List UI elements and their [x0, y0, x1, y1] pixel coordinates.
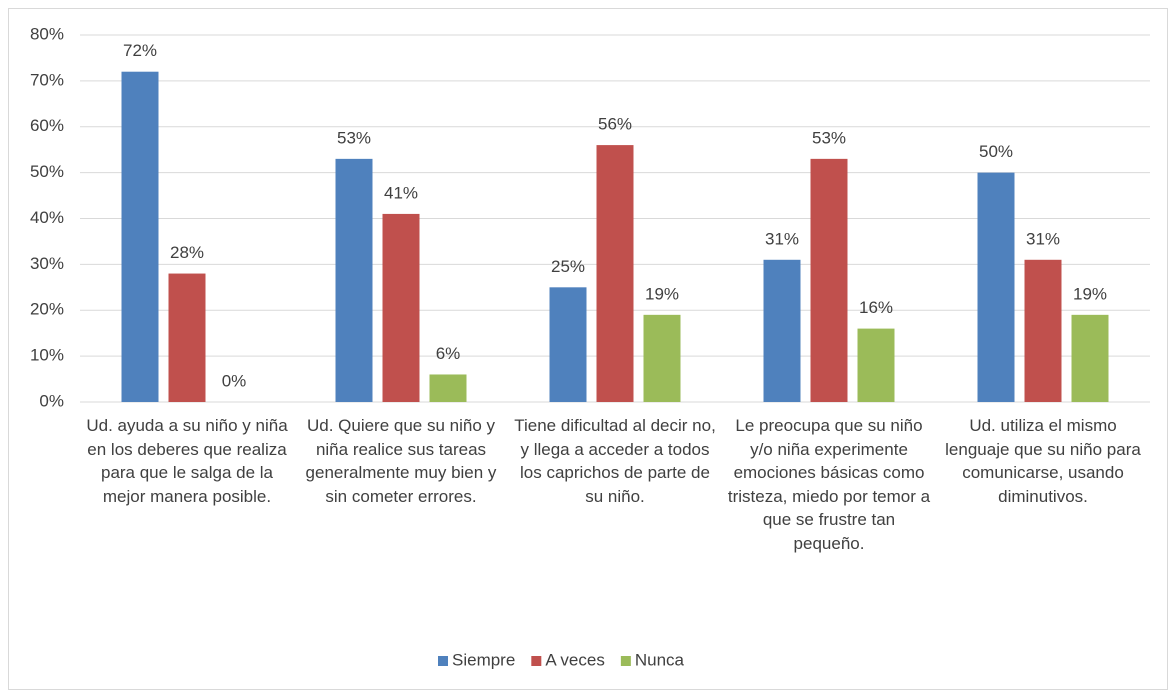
bar — [1071, 314, 1109, 402]
bar — [763, 259, 801, 402]
bar — [977, 172, 1015, 402]
bar — [1024, 259, 1062, 402]
bar — [549, 287, 587, 402]
bar — [643, 314, 681, 402]
value-label: 50% — [979, 142, 1013, 161]
y-tick-label: 50% — [30, 162, 64, 181]
y-tick-label: 20% — [30, 300, 64, 319]
value-label: 56% — [598, 115, 632, 134]
value-label: 16% — [859, 298, 893, 317]
x-tick-label: Ud. utiliza el mismo lenguaje que su niñ… — [945, 416, 1141, 506]
bar — [168, 273, 206, 402]
y-tick-label: 40% — [30, 208, 64, 227]
value-label: 19% — [1073, 284, 1107, 303]
bar — [857, 328, 895, 402]
value-label: 53% — [812, 128, 846, 147]
bar — [335, 158, 373, 402]
value-label: 31% — [765, 229, 799, 248]
y-tick-label: 10% — [30, 346, 64, 365]
y-tick-label: 80% — [30, 24, 64, 43]
bar — [382, 213, 420, 402]
value-label: 41% — [384, 183, 418, 202]
y-tick-label: 0% — [39, 391, 64, 410]
value-label: 6% — [436, 344, 461, 363]
y-tick-label: 70% — [30, 70, 64, 89]
y-tick-label: 30% — [30, 254, 64, 273]
bar — [121, 71, 159, 402]
x-tick-label: Tiene dificultad al decir no, y llega a … — [514, 416, 716, 506]
value-label: 72% — [123, 41, 157, 60]
x-tick-label: Ud. Quiere que su niño y niña realice su… — [305, 416, 497, 506]
y-tick-label: 60% — [30, 116, 64, 135]
legend-swatch — [531, 656, 542, 666]
value-label: 0% — [222, 371, 247, 390]
legend-swatch — [620, 656, 631, 666]
legend-label: Siempre — [452, 650, 515, 669]
x-tick-label: Le preocupa que su niño y/o niña experim… — [727, 416, 931, 553]
value-label: 25% — [551, 257, 585, 276]
legend-label: A veces — [545, 650, 605, 669]
bar — [596, 145, 634, 402]
value-label: 53% — [337, 128, 371, 147]
bar — [429, 374, 467, 402]
value-label: 28% — [170, 243, 204, 262]
legend-swatch — [438, 656, 448, 666]
legend-label: Nunca — [635, 650, 685, 669]
value-label: 31% — [1026, 229, 1060, 248]
x-tick-label: Ud. ayuda a su niño y niña en los debere… — [86, 416, 288, 506]
bar — [810, 158, 848, 402]
value-label: 19% — [645, 284, 679, 303]
